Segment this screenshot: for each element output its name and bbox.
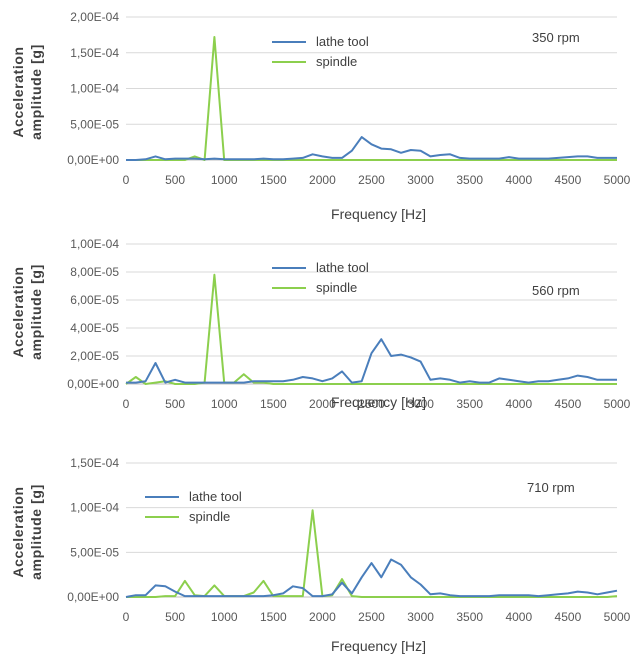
y-tick-label: 1,50E-04	[70, 456, 119, 470]
x-tick-label: 500	[165, 173, 185, 187]
y-tick-label: 1,00E-04	[70, 82, 119, 96]
x-tick-label: 1000	[211, 173, 238, 187]
rpm-annotation: 710 rpm	[527, 480, 575, 495]
x-tick-label: 2000	[309, 397, 336, 411]
legend: lathe tool spindle	[272, 260, 369, 295]
rpm-annotation: 350 rpm	[532, 30, 580, 45]
series-line-lathe-tool	[126, 338, 617, 384]
x-tick-label: 4000	[505, 610, 532, 624]
legend-label: spindle	[316, 280, 357, 295]
x-tick-label: 3000	[407, 397, 434, 411]
y-tick-label: 1,00E-04	[70, 501, 119, 515]
legend: lathe tool spindle	[272, 34, 369, 69]
y-axis-title-line1: Acceleration	[10, 46, 26, 137]
x-tick-label: 1500	[260, 610, 287, 624]
chart-panel-1: 0,00E+00 5,00E-05 1,00E-04 1,50E-04 2,00E-04…	[10, 10, 631, 222]
x-tick-label: 2000	[309, 610, 336, 624]
series-line-spindle	[125, 273, 617, 385]
y-axis-title-line2: amplitude [g]	[28, 264, 44, 360]
y-axis-title-line2: amplitude [g]	[28, 44, 44, 140]
legend: lathe tool spindle	[145, 489, 242, 524]
x-tick-label: 2500	[358, 610, 385, 624]
y-tick-label: 0,00E+00	[67, 377, 119, 391]
x-tick-label: 3000	[407, 173, 434, 187]
x-tick-label: 5000	[604, 610, 631, 624]
y-tick-label: 1,50E-04	[70, 46, 119, 60]
y-tick-label: 5,00E-05	[70, 117, 119, 131]
series-line-lathe-tool	[125, 558, 618, 598]
y-tick-label: 2,00E-05	[70, 349, 119, 363]
series-line-spindle	[126, 36, 617, 161]
x-tick-label: 500	[165, 397, 185, 411]
x-tick-label: 4500	[555, 397, 582, 411]
x-tick-label: 5000	[604, 173, 631, 187]
x-axis-title: Frequency [Hz]	[331, 206, 426, 222]
x-tick-label: 5000	[604, 397, 631, 411]
legend-label: lathe tool	[189, 489, 242, 504]
x-tick-label: 1000	[211, 610, 238, 624]
y-tick-label: 0,00E+00	[67, 153, 119, 167]
y-axis-title-line1: Acceleration	[10, 266, 26, 357]
x-tick-label: 2000	[309, 173, 336, 187]
x-tick-label: 500	[165, 610, 185, 624]
y-tick-label: 1,00E-04	[70, 237, 119, 251]
series-line-lathe-tool	[126, 136, 617, 161]
x-tick-label: 4500	[555, 173, 582, 187]
x-axis-title: Frequency [Hz]	[331, 394, 426, 410]
x-tick-label: 1000	[211, 397, 238, 411]
x-tick-label: 3500	[456, 173, 483, 187]
legend-label: spindle	[316, 54, 357, 69]
x-axis-title: Frequency [Hz]	[331, 638, 426, 654]
x-tick-label: 3000	[407, 610, 434, 624]
x-tick-label: 2500	[358, 397, 385, 411]
x-tick-label: 0	[123, 610, 130, 624]
x-tick-label: 4500	[555, 610, 582, 624]
legend-label: lathe tool	[316, 260, 369, 275]
y-tick-label: 4,00E-05	[70, 321, 119, 335]
y-tick-label: 8,00E-05	[70, 265, 119, 279]
x-tick-label: 3500	[456, 397, 483, 411]
y-axis-title-line1: Acceleration	[10, 486, 26, 577]
rpm-annotation: 560 rpm	[532, 283, 580, 298]
x-tick-label: 2500	[358, 173, 385, 187]
legend-label: lathe tool	[316, 34, 369, 49]
chart-panel-2: 0,00E+00 2,00E-05 4,00E-05 6,00E-05 8,00E-05…	[10, 237, 631, 411]
x-tick-label: 1500	[260, 173, 287, 187]
x-tick-label: 0	[123, 173, 130, 187]
y-axis-title-line2: amplitude [g]	[28, 484, 44, 580]
x-tick-label: 4000	[505, 397, 532, 411]
y-tick-label: 6,00E-05	[70, 293, 119, 307]
x-tick-label: 3500	[456, 610, 483, 624]
legend-label: spindle	[189, 509, 230, 524]
x-tick-label: 1500	[260, 397, 287, 411]
chart-panel-3: 0,00E+00 5,00E-05 1,00E-04 1,50E-04 0 500 1000…	[10, 456, 631, 654]
x-tick-label: 0	[123, 397, 130, 411]
y-tick-label: 2,00E-04	[70, 10, 119, 24]
x-tick-label: 4000	[505, 173, 532, 187]
y-tick-label: 5,00E-05	[70, 545, 119, 559]
series-line-spindle	[126, 509, 618, 598]
y-tick-label: 0,00E+00	[67, 590, 119, 604]
